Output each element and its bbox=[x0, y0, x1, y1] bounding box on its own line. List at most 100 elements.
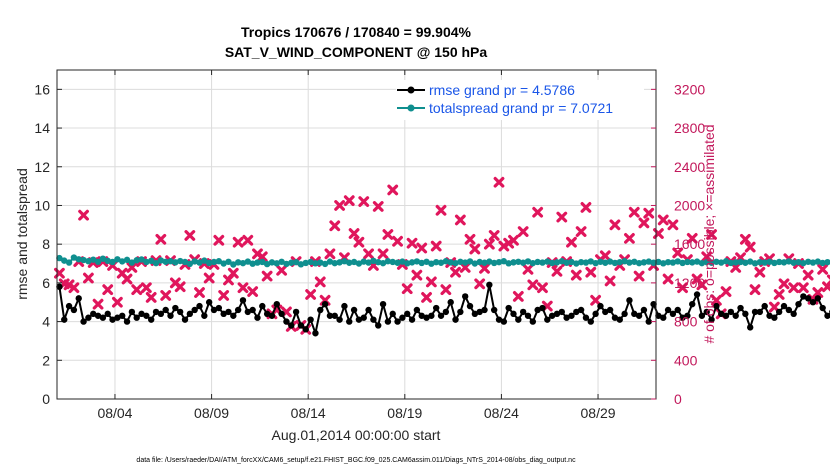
rmse-point bbox=[162, 306, 169, 314]
rmse-point bbox=[268, 312, 276, 319]
rmse-point bbox=[394, 318, 401, 325]
assimilated-point bbox=[696, 279, 708, 291]
assimilated-point bbox=[532, 206, 544, 218]
rmse-point bbox=[544, 316, 551, 323]
assimilated-point bbox=[517, 226, 529, 237]
axis-ticks: 08/04 08/09 08/14 08/19 08/24 08/29 0 2 4 6 8 10 12 1… bbox=[34, 70, 705, 421]
rmse-point bbox=[490, 306, 498, 314]
rmse-point bbox=[128, 308, 136, 316]
assimilated-point bbox=[174, 281, 186, 293]
rmse-point bbox=[529, 318, 537, 325]
y-right-tick-label: 800 bbox=[674, 314, 698, 330]
rmse-point bbox=[297, 322, 305, 329]
totalspread-point bbox=[428, 260, 435, 267]
assimilated-point bbox=[493, 176, 505, 188]
rmse-point bbox=[471, 310, 479, 318]
totalspread-point bbox=[56, 254, 63, 262]
assimilated-point bbox=[247, 286, 259, 297]
rmse-point bbox=[814, 295, 822, 302]
assimilated-point bbox=[160, 290, 172, 301]
rmse-point bbox=[577, 306, 585, 314]
assimilated-point bbox=[556, 211, 568, 223]
totalspread-point bbox=[138, 256, 145, 263]
totalspread-point bbox=[505, 260, 512, 267]
assimilated-point bbox=[580, 202, 592, 213]
assimilated-point bbox=[435, 204, 447, 216]
rmse-point bbox=[292, 308, 300, 316]
rmse-point bbox=[495, 316, 503, 323]
rmse-point bbox=[626, 297, 633, 304]
totalspread-point bbox=[655, 258, 662, 266]
totalspread-point bbox=[341, 258, 348, 265]
totalspread-point bbox=[346, 259, 353, 266]
totalspread-point bbox=[196, 259, 203, 266]
totalspread-point bbox=[684, 258, 691, 266]
y-left-tick-label: 12 bbox=[34, 159, 50, 175]
y-right-tick-label: 3200 bbox=[674, 81, 705, 97]
rmse-point bbox=[119, 312, 126, 319]
assimilated-point bbox=[469, 243, 481, 255]
rmse-point bbox=[708, 316, 715, 323]
rmse-point bbox=[582, 314, 590, 321]
y-axis-label-right: # of obs: o=possible; ×=assimilated bbox=[701, 124, 717, 343]
totalspread-point bbox=[437, 259, 445, 266]
rmse-point bbox=[539, 304, 546, 312]
assimilated-point bbox=[575, 226, 587, 237]
y-right-tick-label: 2000 bbox=[674, 197, 705, 213]
totalspread-point bbox=[635, 259, 643, 267]
totalspread-point bbox=[775, 258, 783, 266]
assimilated-point bbox=[768, 301, 780, 313]
totalspread-point bbox=[529, 259, 537, 267]
rmse-point bbox=[713, 302, 720, 310]
totalspread-point bbox=[263, 260, 271, 268]
totalspread-point bbox=[751, 260, 759, 267]
series-totalspread bbox=[56, 254, 830, 268]
rmse-point bbox=[597, 302, 604, 310]
assimilated-point bbox=[382, 229, 394, 240]
rmse-point bbox=[147, 316, 155, 323]
rmse-point bbox=[587, 318, 594, 325]
rmse-point bbox=[254, 314, 261, 321]
rmse-point bbox=[742, 310, 749, 318]
rmse-point bbox=[85, 314, 92, 321]
rmse-point bbox=[191, 306, 198, 314]
totalspread-point bbox=[780, 259, 788, 266]
chart-title-line1: Tropics 170676 / 170840 = 99.904% bbox=[241, 24, 472, 40]
rmse-point bbox=[684, 312, 691, 319]
assimilated-point bbox=[131, 284, 143, 296]
totalspread-point bbox=[727, 259, 735, 267]
assimilated-point bbox=[353, 236, 365, 248]
totalspread-point bbox=[176, 257, 184, 265]
y-left-tick-label: 2 bbox=[42, 352, 50, 368]
x-tick-label: 08/04 bbox=[97, 405, 132, 421]
rmse-point bbox=[302, 326, 309, 333]
assimilated-point bbox=[657, 214, 669, 226]
totalspread-point bbox=[534, 258, 541, 266]
assimilated-point bbox=[686, 232, 698, 244]
rmse-point bbox=[505, 304, 512, 312]
rmse-point bbox=[225, 308, 232, 316]
rmse-point bbox=[824, 312, 830, 319]
rmse-point bbox=[90, 310, 97, 318]
rmse-point bbox=[660, 314, 667, 321]
totalspread-point bbox=[447, 259, 454, 266]
totalspread-point bbox=[418, 259, 425, 267]
rmse-point bbox=[664, 306, 672, 314]
rmse-point bbox=[196, 302, 203, 310]
totalspread-point bbox=[442, 258, 450, 265]
rmse-point bbox=[466, 302, 474, 310]
totalspread-point bbox=[592, 259, 599, 267]
rmse-point bbox=[283, 318, 290, 325]
assimilated-point bbox=[68, 282, 80, 294]
y-left-tick-label: 16 bbox=[34, 81, 50, 97]
totalspread-point bbox=[631, 258, 638, 265]
assimilated-point bbox=[334, 200, 345, 211]
chart-title-line2: SAT_V_WIND_COMPONENT @ 150 hPa bbox=[225, 44, 488, 60]
assimilated-point bbox=[329, 220, 341, 232]
rmse-point bbox=[563, 314, 570, 321]
rmse-point bbox=[790, 310, 797, 318]
assimilated-point bbox=[102, 284, 114, 296]
rmse-point bbox=[775, 308, 783, 316]
rmse-point bbox=[370, 316, 377, 323]
